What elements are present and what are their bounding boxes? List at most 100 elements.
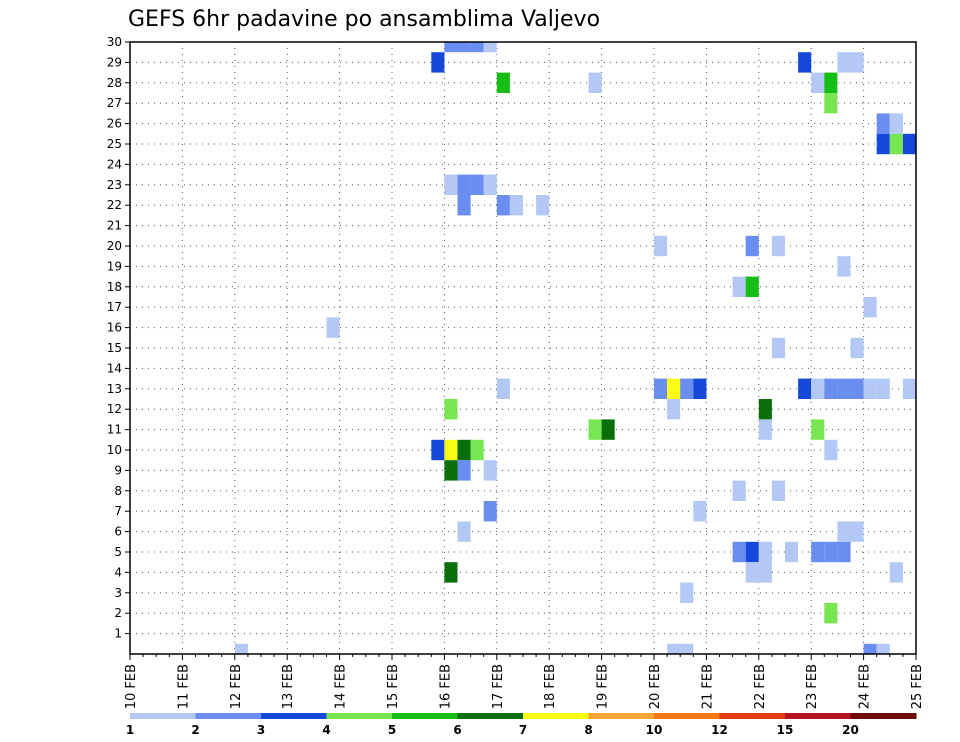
y-tick-label: 30 bbox=[107, 35, 122, 49]
data-cell bbox=[457, 42, 471, 53]
data-cell bbox=[811, 72, 825, 93]
y-tick-label: 18 bbox=[107, 280, 122, 294]
data-cell bbox=[745, 276, 759, 297]
legend-label: 4 bbox=[322, 723, 330, 737]
legend-swatch bbox=[588, 713, 655, 719]
y-tick-label: 1 bbox=[114, 627, 122, 641]
data-cell bbox=[234, 643, 248, 654]
data-cell bbox=[824, 603, 838, 624]
data-cell bbox=[889, 133, 903, 155]
x-tick-label: 10 FEB bbox=[124, 664, 139, 709]
y-tick-label: 21 bbox=[107, 219, 122, 233]
data-cell bbox=[483, 174, 497, 195]
y-tick-label: 22 bbox=[107, 198, 122, 212]
x-tick-label: 19 FEB bbox=[596, 664, 611, 709]
x-tick-label: 24 FEB bbox=[858, 664, 873, 709]
y-tick-label: 12 bbox=[107, 402, 122, 416]
y-tick-label: 28 bbox=[107, 76, 122, 90]
legend-label: 12 bbox=[711, 723, 728, 737]
data-cell bbox=[876, 133, 890, 155]
data-cell bbox=[837, 541, 851, 563]
x-tick-label: 17 FEB bbox=[491, 664, 506, 709]
legend-label: 2 bbox=[191, 723, 199, 737]
data-cell bbox=[732, 480, 746, 501]
data-cell bbox=[483, 460, 497, 481]
y-axis: 1234567891011121314151617181920212223242… bbox=[107, 35, 130, 641]
legend-swatch bbox=[130, 713, 196, 719]
data-cell bbox=[444, 439, 458, 461]
data-cell bbox=[837, 52, 851, 73]
data-cell bbox=[863, 378, 877, 399]
data-cell bbox=[693, 501, 707, 522]
x-tick-label: 22 FEB bbox=[753, 664, 768, 709]
y-tick-label: 9 bbox=[114, 463, 122, 477]
data-cell bbox=[758, 562, 772, 583]
legend-label: 10 bbox=[646, 723, 663, 737]
y-tick-label: 23 bbox=[107, 178, 122, 192]
data-cell bbox=[444, 174, 458, 195]
x-tick-label: 16 FEB bbox=[438, 664, 453, 709]
data-cell bbox=[457, 460, 471, 481]
x-tick-label: 15 FEB bbox=[386, 664, 401, 709]
data-cell bbox=[863, 297, 877, 318]
data-cell bbox=[457, 521, 471, 542]
y-tick-label: 15 bbox=[107, 341, 122, 355]
x-axis: 10 FEB 11 FEB 12 FEB 13 FEB 14 FEB 15 FEB 16 F… bbox=[124, 654, 925, 709]
data-cell bbox=[509, 195, 523, 216]
data-cell bbox=[811, 419, 825, 440]
x-tick-label: 12 FEB bbox=[229, 664, 244, 709]
data-cell bbox=[850, 337, 864, 359]
y-tick-label: 14 bbox=[107, 361, 122, 375]
legend-label: 7 bbox=[519, 723, 527, 737]
data-cell bbox=[824, 72, 838, 93]
y-tick-label: 17 bbox=[107, 300, 122, 314]
legend-label: 5 bbox=[388, 723, 396, 737]
legend-swatch bbox=[195, 713, 262, 719]
y-tick-label: 25 bbox=[107, 137, 122, 151]
data-cell bbox=[654, 378, 668, 399]
data-cell bbox=[444, 562, 458, 583]
data-cell bbox=[431, 52, 445, 73]
data-cell bbox=[837, 256, 851, 277]
y-tick-label: 8 bbox=[114, 484, 122, 498]
legend-swatch bbox=[523, 713, 589, 719]
data-cell bbox=[326, 317, 340, 338]
data-cell bbox=[824, 93, 838, 114]
data-cell bbox=[758, 399, 772, 420]
data-cell bbox=[693, 378, 707, 399]
y-tick-label: 4 bbox=[114, 565, 122, 579]
data-cell bbox=[863, 643, 877, 654]
data-cell bbox=[837, 378, 851, 399]
data-cell bbox=[732, 276, 746, 297]
legend-label: 20 bbox=[842, 723, 859, 737]
data-cell bbox=[771, 480, 785, 501]
data-cell bbox=[785, 541, 799, 563]
data-cell bbox=[876, 378, 890, 399]
data-cell bbox=[850, 52, 864, 73]
data-cell bbox=[601, 419, 615, 440]
y-tick-label: 20 bbox=[107, 239, 122, 253]
legend-swatch bbox=[785, 713, 851, 719]
data-cell bbox=[457, 195, 471, 216]
data-cell bbox=[680, 378, 694, 399]
data-cell bbox=[483, 501, 497, 522]
data-cell bbox=[496, 195, 510, 216]
y-tick-label: 3 bbox=[114, 586, 122, 600]
legend-label: 6 bbox=[453, 723, 461, 737]
y-tick-label: 6 bbox=[114, 525, 122, 539]
data-cell bbox=[745, 235, 759, 257]
data-cell bbox=[588, 72, 602, 93]
data-cell bbox=[470, 42, 484, 53]
data-cell bbox=[588, 419, 602, 440]
data-cells bbox=[234, 42, 916, 654]
data-cell bbox=[745, 541, 759, 563]
data-cell bbox=[496, 72, 510, 93]
y-tick-label: 27 bbox=[107, 96, 122, 110]
legend-swatch bbox=[261, 713, 327, 719]
y-tick-label: 7 bbox=[114, 504, 122, 518]
data-cell bbox=[824, 439, 838, 461]
data-cell bbox=[444, 460, 458, 481]
legend-swatch bbox=[719, 713, 786, 719]
data-cell bbox=[902, 133, 916, 155]
chart-title: GEFS 6hr padavine po ansamblima Valjevo bbox=[128, 7, 600, 32]
